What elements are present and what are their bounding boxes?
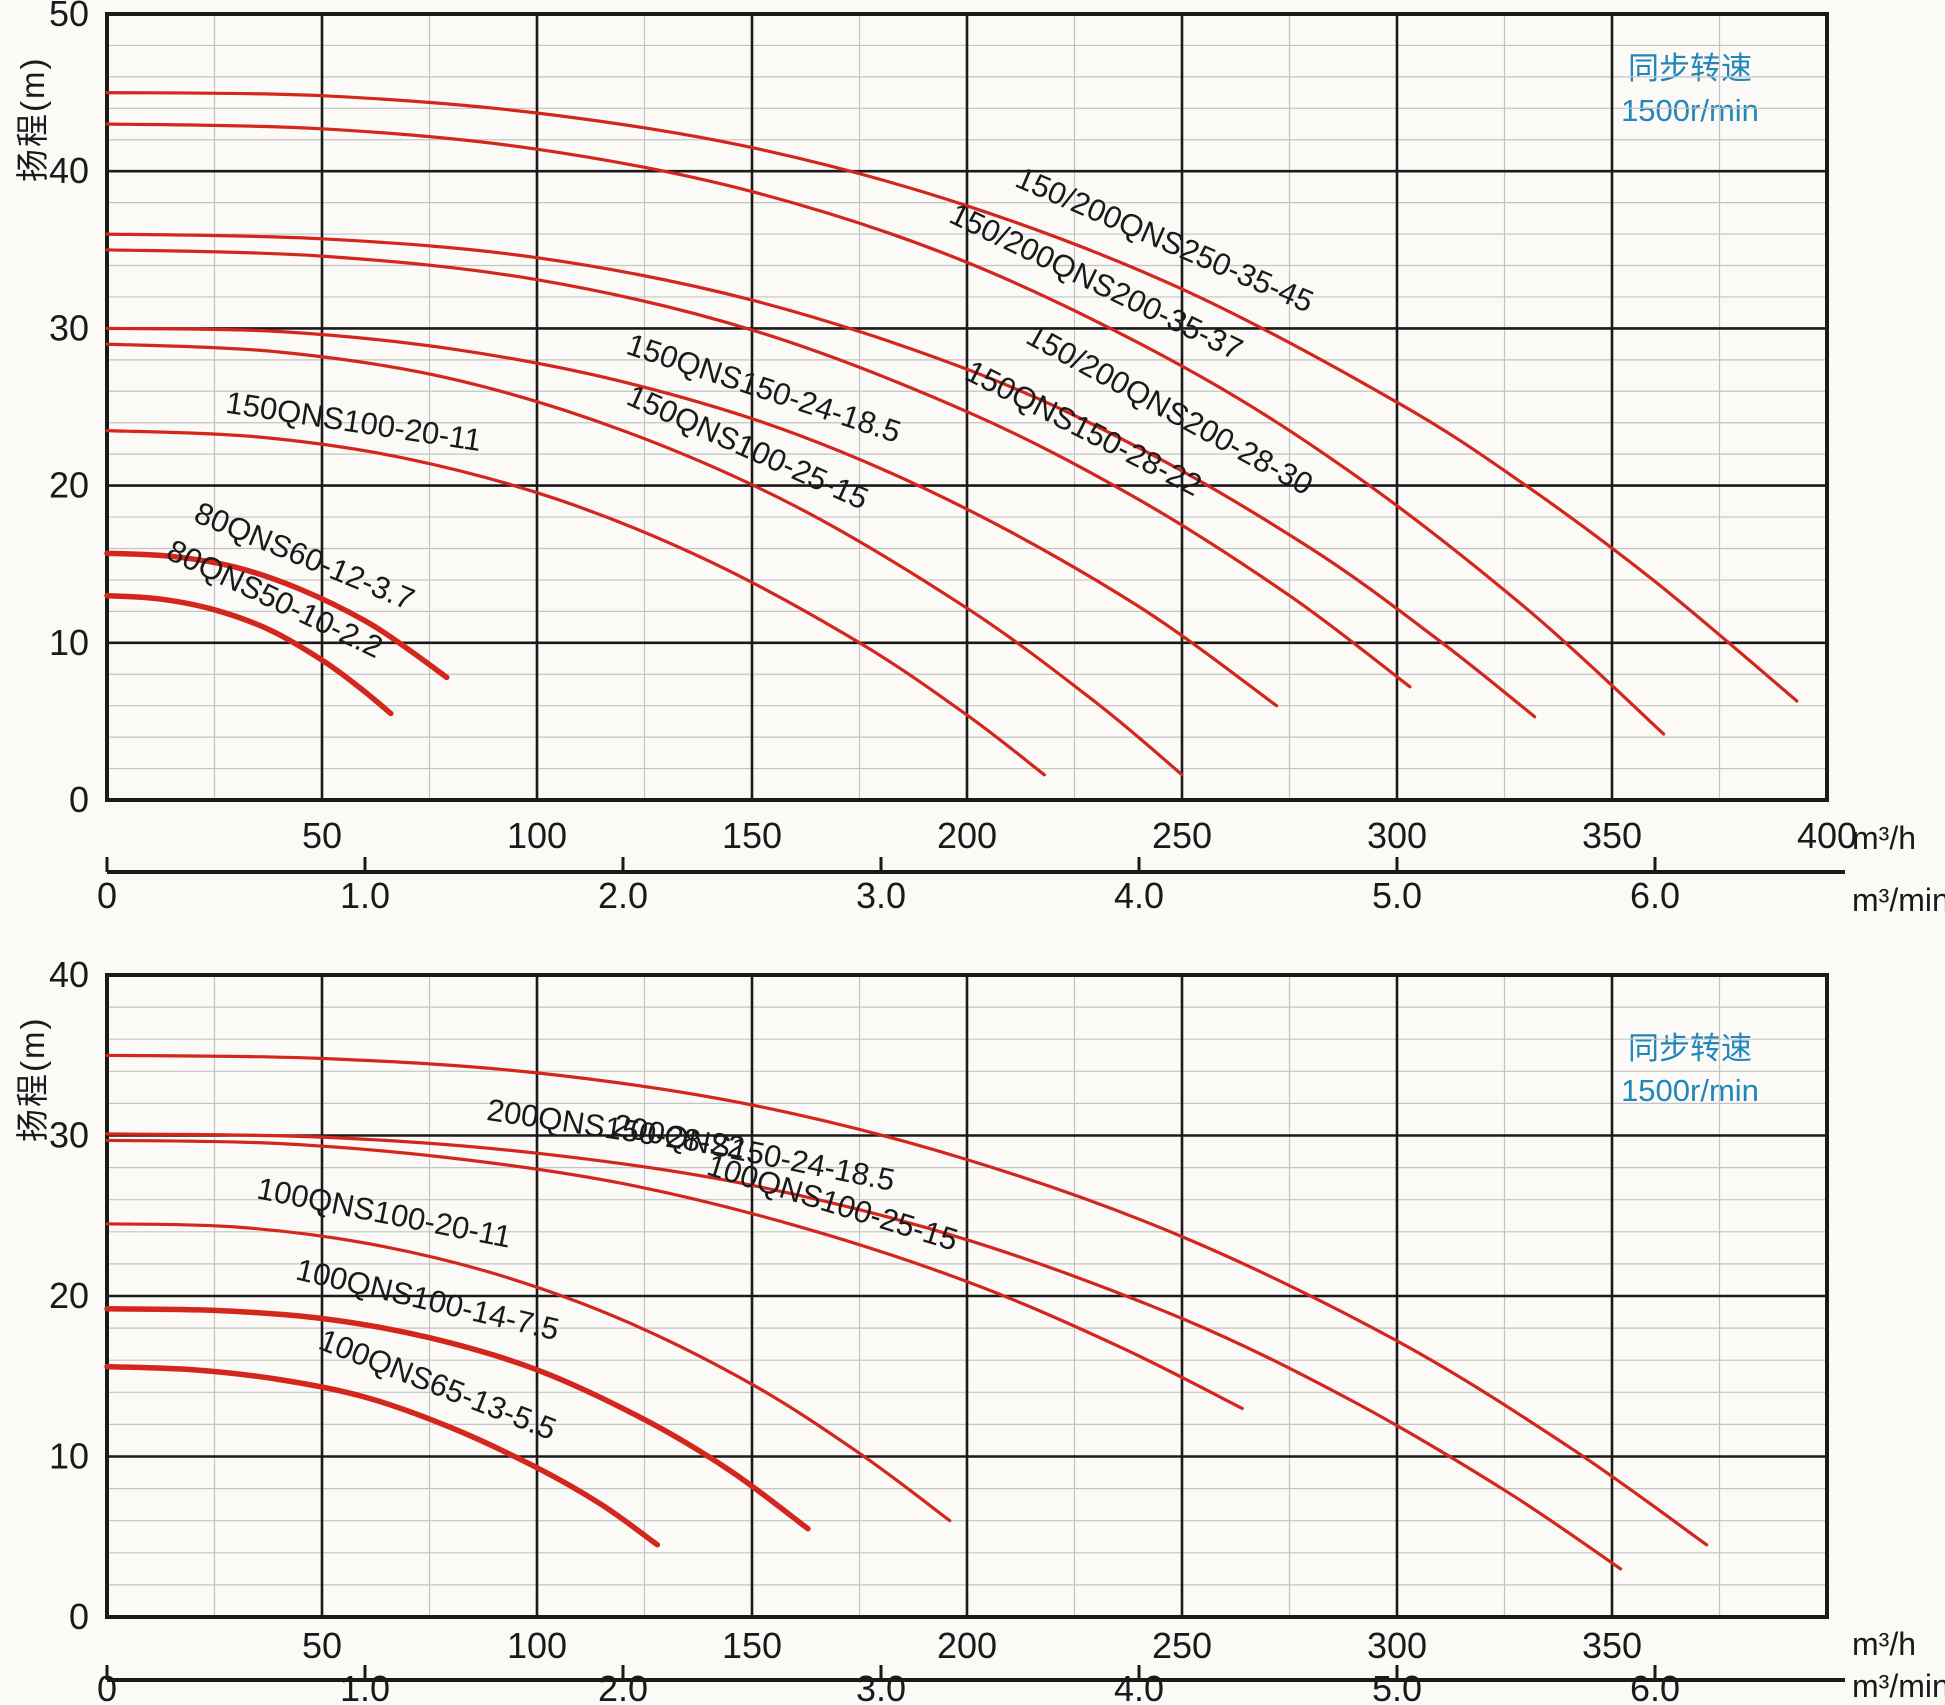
x-tick-label-m3min: 4.0 [1114,1668,1164,1704]
x-tick-label-m3h: 350 [1582,815,1642,856]
top-chart-canvas: 0 10 20 30 40 50 50 100 150 200 250 300 350 400 0 1.0 2.… [49,0,1857,915]
y-tick-labels: 0 10 20 30 40 50 [49,0,89,820]
x-tick-label-m3min: 5.0 [1372,1668,1422,1704]
x-axis-unit-m3min-bottom-chart: m³/min [1852,1668,1945,1704]
y-tick-label: 40 [49,150,89,191]
m3min-axis: 0 1.0 2.0 3.0 4.0 5.0 6.0 [97,1665,1845,1704]
x-tick-label-m3h: 400 [1797,815,1857,856]
sync-speed-label: 同步转速 [1628,51,1752,86]
x-tick-label-m3h: 350 [1582,1625,1642,1666]
y-tick-label: 20 [49,1275,89,1316]
x-tick-labels-m3h: 50 100 150 200 250 300 350 400 [302,815,1857,856]
pump-curve [105,122,1666,736]
pump-curve [104,592,394,717]
curve-label: 150QNS150-24-18.5 [623,327,906,450]
x-tick-label-m3h: 100 [507,815,567,856]
y-tick-labels: 0 10 20 30 40 [49,954,89,1637]
x-tick-label-m3h: 150 [722,815,782,856]
y-tick-label: 30 [49,307,89,348]
pump-curve [105,91,1799,703]
sync-speed-value: 1500r/min [1621,1073,1759,1108]
pump-curve [105,232,1537,719]
pump-curve [105,1138,1244,1410]
x-tick-label-m3h: 200 [937,1625,997,1666]
x-tick-label-m3min: 5.0 [1372,875,1422,915]
x-tick-label-m3min: 1.0 [340,1668,390,1704]
pump-curve [104,1306,811,1532]
x-tick-label-m3min: 6.0 [1630,875,1680,915]
x-tick-label-m3h: 250 [1152,815,1212,856]
sync-speed-value: 1500r/min [1621,93,1759,128]
x-tick-label-m3min: 2.0 [598,875,648,915]
major-grid [107,14,1827,800]
pump-curve [105,1222,952,1523]
pump-curve [105,1053,1709,1547]
x-axis-unit-m3min-top-chart: m³/min [1852,882,1945,918]
x-tick-label-m3min: 1.0 [340,875,390,915]
x-tick-labels-m3h: 50 100 150 200 250 300 350 [302,1625,1642,1666]
x-tick-label-m3h: 150 [722,1625,782,1666]
pump-curves [104,1053,1709,1571]
sync-speed-note-top-chart: 同步转速 1500r/min [1565,48,1815,132]
y-tick-label: 20 [49,465,89,506]
major-grid [107,975,1827,1617]
y-tick-label: 10 [49,622,89,663]
pump-curve [105,429,1046,777]
x-tick-label-m3min: 3.0 [856,1668,906,1704]
plot-frame [105,12,1829,802]
sync-speed-label: 同步转速 [1628,1031,1752,1066]
x-axis-unit-m3h-top-chart: m³/h [1852,820,1916,856]
sync-speed-note-bottom-chart: 同步转速 1500r/min [1565,1028,1815,1112]
y-tick-label: 0 [69,779,89,820]
x-tick-label-m3h: 250 [1152,1625,1212,1666]
bottom-chart-canvas: 0 10 20 30 40 50 100 150 200 250 300 350 0 1.0 2.0 3.0 4… [49,954,1845,1704]
x-tick-label-m3min: 0 [97,875,117,915]
pump-curve [105,342,1184,777]
curve-label: 100QNS100-20-11 [254,1171,514,1255]
pump-curve [105,248,1412,689]
pump-curve [104,1363,661,1548]
pump-curve [105,326,1279,708]
pump-curve [105,1132,1623,1571]
y-tick-label: 50 [49,0,89,34]
plot-frame [105,973,1829,1619]
x-axis-unit-m3h-bottom-chart: m³/h [1852,1626,1916,1662]
y-tick-label: 0 [69,1596,89,1637]
x-tick-label-m3h: 300 [1367,815,1427,856]
x-tick-label-m3h: 100 [507,1625,567,1666]
pump-curve [104,550,450,681]
x-tick-label-m3h: 200 [937,815,997,856]
x-tick-label-m3min: 6.0 [1630,1668,1680,1704]
curve-label: 150QNS100-20-11 [224,385,484,458]
y-tick-label: 40 [49,954,89,995]
x-tick-label-m3h: 300 [1367,1625,1427,1666]
x-tick-label-m3min: 3.0 [856,875,906,915]
x-tick-label-m3min: 4.0 [1114,875,1164,915]
m3min-axis: 0 1.0 2.0 3.0 4.0 5.0 6.0 [97,857,1845,915]
y-tick-label: 30 [49,1115,89,1156]
x-tick-label-m3min: 0 [97,1668,117,1704]
curve-labels: 150/200QNS250-35-45150/200QNS200-35-3715… [162,160,1319,665]
pump-curves [104,91,1799,777]
x-tick-label-m3min: 2.0 [598,1668,648,1704]
x-tick-label-m3h: 50 [302,1625,342,1666]
x-tick-label-m3h: 50 [302,815,342,856]
y-tick-label: 10 [49,1436,89,1477]
